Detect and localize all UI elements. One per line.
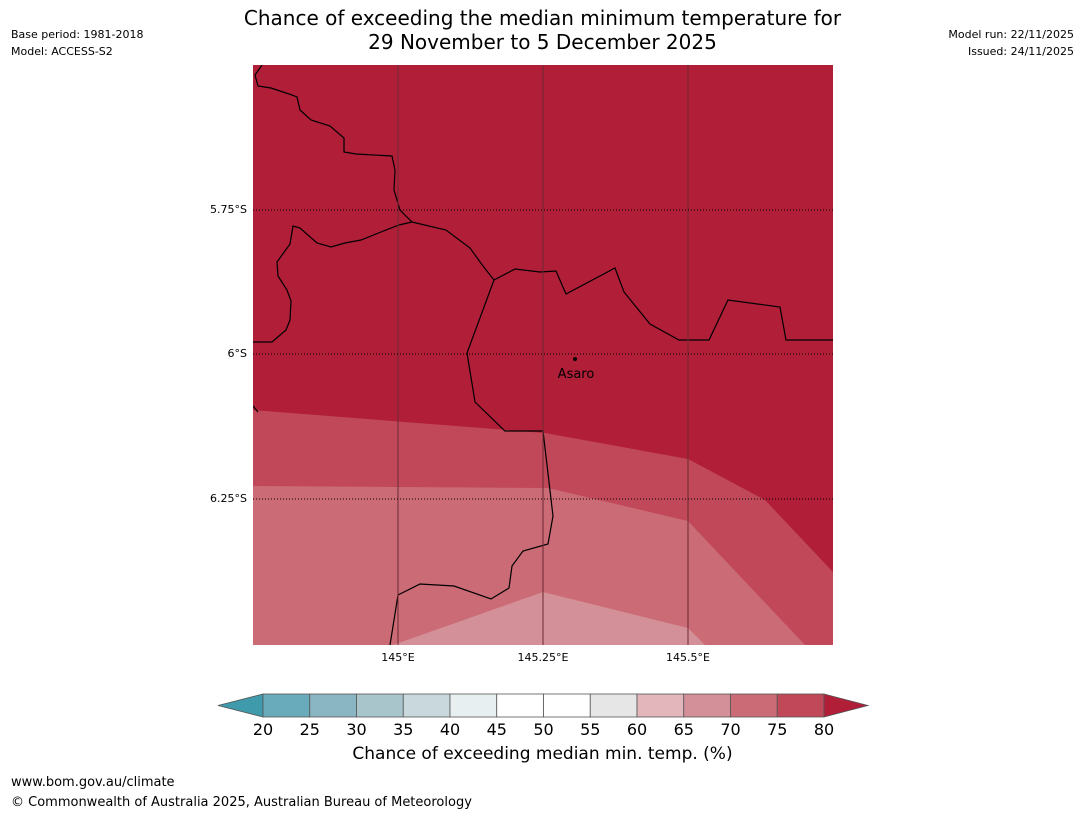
place-label-asaro: Asaro (558, 367, 595, 382)
colorbar-bin-75-80 (776, 693, 825, 718)
band-70-75 (253, 486, 805, 645)
metadata-right: Model run: 22/11/2025 Issued: 24/11/2025 (948, 26, 1074, 60)
colorbar-bin-20-25 (262, 693, 311, 718)
colorbar-bin-70-75 (730, 693, 778, 718)
colorbar-label: Chance of exceeding median min. temp. (%… (352, 744, 733, 764)
colorbar-bin-45-50 (496, 693, 544, 718)
province-boundary (389, 279, 554, 645)
colorbar-bin-50-55 (543, 693, 591, 718)
colorbar-tick-75: 75 (767, 720, 787, 739)
colorbar-tick-40: 40 (440, 720, 460, 739)
base-period-text: Base period: 1981-2018 (11, 28, 144, 41)
place-marker-asaro: Asaro (558, 357, 595, 382)
colorbar-bin-35-40 (402, 693, 451, 718)
graticule (253, 65, 833, 645)
colorbar-tick-25: 25 (300, 720, 320, 739)
colorbar: 20 25 30 35 40 45 50 55 60 65 70 75 80 (217, 693, 870, 739)
colorbar-bin-60-65 (636, 693, 685, 718)
latitude-label-6: 6°S (228, 347, 247, 360)
title-line-1: Chance of exceeding the median minimum t… (243, 6, 842, 30)
map-title: Chance of exceeding the median minimum t… (0, 6, 1085, 54)
colorbar-bin-65-70 (683, 693, 731, 718)
province-boundary (253, 405, 259, 413)
colorbar-bin-40-45 (449, 693, 498, 718)
province-boundary (253, 65, 414, 343)
longitude-label-145-25: 145.25°E (518, 651, 569, 664)
colorbar-tick-30: 30 (346, 720, 366, 739)
colorbar-tick-50: 50 (533, 720, 553, 739)
colorbar-tick-35: 35 (393, 720, 413, 739)
colorbar-extend-low (217, 693, 264, 718)
colorbar-bin-30-35 (356, 693, 404, 718)
longitude-label-145: 145°E (381, 651, 414, 664)
longitude-label-145-5: 145.5°E (666, 651, 710, 664)
latitude-label-5-75: 5.75°S (210, 203, 247, 216)
colorbar-tick-45: 45 (487, 720, 507, 739)
colorbar-tick-20: 20 (253, 720, 273, 739)
model-run-text: Model run: 22/11/2025 (948, 28, 1074, 41)
province-boundary (411, 221, 833, 341)
footer-copyright: © Commonwealth of Australia 2025, Austra… (11, 795, 472, 810)
model-text: Model: ACCESS-S2 (11, 45, 113, 58)
colorbar-tick-55: 55 (580, 720, 600, 739)
colorbar-tick-80: 80 (814, 720, 834, 739)
title-line-2: 29 November to 5 December 2025 (368, 30, 717, 54)
colorbar-tick-65: 65 (674, 720, 694, 739)
colorbar-bin-55-60 (589, 693, 638, 718)
colorbar-extend-high (823, 693, 870, 718)
issued-text: Issued: 24/11/2025 (967, 45, 1074, 58)
band-65-70 (393, 592, 705, 645)
colorbar-bin-25-30 (309, 693, 357, 718)
metadata-left: Base period: 1981-2018 Model: ACCESS-S2 (11, 26, 143, 60)
footer-url: www.bom.gov.au/climate (11, 775, 175, 790)
colorbar-tick-70: 70 (720, 720, 740, 739)
latitude-label-6-25: 6.25°S (210, 492, 247, 505)
colorbar-tick-60: 60 (627, 720, 647, 739)
place-dot (573, 357, 577, 361)
